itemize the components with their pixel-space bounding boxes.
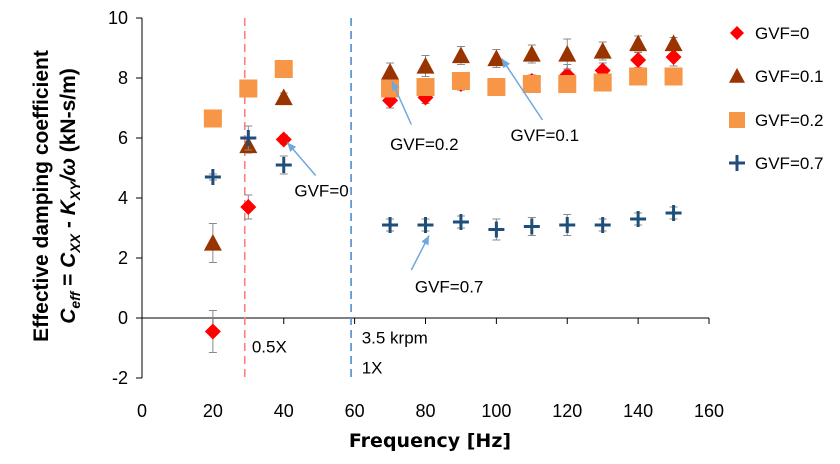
data-point [522, 45, 541, 62]
data-point [240, 199, 257, 215]
data-point [204, 323, 221, 340]
reference-line-label: 0.5X [252, 338, 287, 357]
series-gvf-0 [204, 47, 682, 353]
series-gvf-0-1 [203, 34, 683, 263]
data-point [240, 130, 257, 146]
data-point [416, 57, 435, 74]
x-tick-label: 140 [623, 401, 653, 421]
data-point [274, 60, 293, 78]
x-tick-label: 160 [694, 401, 724, 421]
x-tick-label: 0 [137, 401, 147, 421]
y-tick-label: 4 [118, 188, 128, 208]
y-tick-label: 6 [118, 128, 128, 148]
data-point [593, 42, 612, 59]
legend-item: GVF=0.1 [729, 67, 824, 86]
data-point [630, 211, 647, 227]
x-tick-label: 40 [274, 401, 294, 421]
data-point [665, 49, 682, 65]
data-point [274, 88, 293, 106]
y-tick-label: 8 [118, 68, 128, 88]
data-point [559, 217, 576, 233]
data-point [416, 78, 435, 96]
annotation-arrowhead [501, 58, 510, 69]
reference-line-label: 3.5 krpm [362, 329, 428, 348]
annotation-label: GVF=0.7 [415, 278, 484, 297]
data-point [451, 72, 470, 90]
y-tick-label: 0 [118, 308, 128, 328]
y-tick-label: 2 [118, 248, 128, 268]
data-point [729, 112, 745, 128]
legend-label: GVF=0.2 [755, 111, 824, 130]
legend-label: GVF=0.1 [755, 67, 824, 86]
data-point [730, 26, 744, 40]
legend-item: GVF=0.7 [729, 154, 824, 173]
annotation-arrowhead [421, 235, 430, 246]
x-tick-label: 80 [415, 401, 435, 421]
y-axis-label-line2: Ceff = CXX - KXY/ω (kN-s/m) [57, 68, 83, 324]
legend-item: GVF=0 [730, 24, 809, 43]
data-point [381, 63, 400, 80]
x-tick-label: 120 [552, 401, 582, 421]
y-axis-label-line1: Effective damping coefficient [30, 50, 53, 342]
annotation-label: GVF=0.2 [390, 135, 459, 154]
data-point [203, 109, 222, 128]
data-point [487, 78, 506, 96]
annotation-arrowhead [287, 142, 297, 152]
reference-line-label: 1X [362, 359, 383, 378]
x-tick-label: 60 [345, 401, 365, 421]
x-tick-label: 20 [203, 401, 223, 421]
data-point [593, 73, 612, 92]
data-point [275, 157, 292, 173]
data-point [523, 218, 540, 235]
data-point [729, 155, 745, 171]
data-point [629, 67, 648, 86]
data-point [487, 49, 506, 67]
data-point [629, 34, 648, 52]
data-point [203, 234, 222, 251]
data-point [239, 79, 258, 98]
annotation-arrowhead [391, 81, 400, 91]
data-point [417, 217, 434, 233]
data-point [664, 34, 683, 52]
data-point [630, 52, 647, 68]
data-point [665, 205, 682, 221]
annotations: GVF=0.2 GVF=0.1 GVF=0 GVF=0.7 [286, 58, 580, 297]
data-point [452, 214, 469, 230]
data-point [204, 169, 221, 185]
data-point [664, 67, 683, 86]
legend-label: GVF=0 [755, 24, 809, 43]
series-gvf-0-7 [204, 125, 682, 241]
y-axis-label: Effective damping coefficient Ceff = CXX… [30, 50, 83, 342]
data-points [203, 34, 683, 353]
legend: GVF=0 GVF=0.1 GVF=0.2 GVF=0.7 [729, 24, 824, 173]
x-tick-label: 100 [481, 401, 511, 421]
x-axis-label: Frequency [Hz] [349, 430, 511, 452]
data-point [488, 221, 505, 238]
legend-label: GVF=0.7 [755, 154, 824, 173]
y-tick-label: -2 [112, 368, 128, 388]
data-point [558, 45, 577, 62]
data-point [729, 68, 745, 83]
annotation-arrow [501, 58, 544, 121]
annotation-label: GVF=0.1 [511, 126, 580, 145]
series-gvf-0-2 [203, 60, 683, 128]
data-point [594, 217, 611, 233]
data-point [382, 217, 399, 233]
data-point [451, 46, 470, 64]
data-point [558, 75, 577, 93]
y-tick-label: 10 [108, 8, 128, 28]
data-point [522, 75, 541, 93]
annotation-label: GVF=0 [294, 182, 348, 201]
legend-item: GVF=0.2 [729, 111, 824, 130]
reference-lines: 0.5X 3.5 krpm 1X [243, 18, 428, 378]
